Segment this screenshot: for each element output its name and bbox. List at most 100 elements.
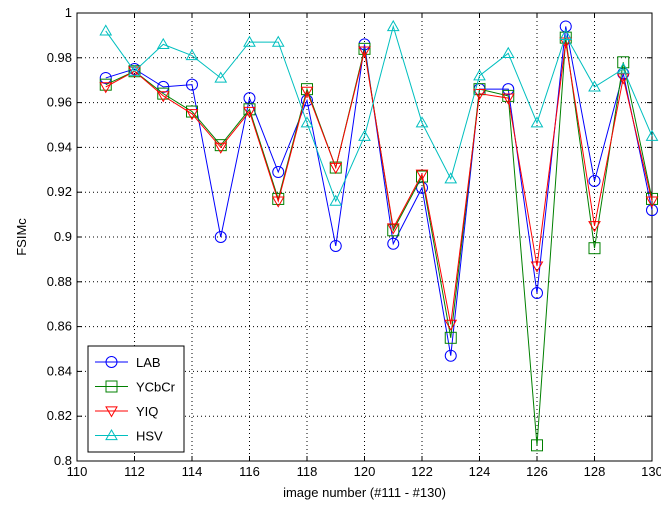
series-line-hsv xyxy=(105,24,653,203)
data-point-hsv xyxy=(214,71,228,83)
data-point-hsv xyxy=(501,46,515,58)
y-tick-label: 1 xyxy=(65,5,72,20)
data-point-ycbcr xyxy=(444,331,457,344)
y-axis-label: FSIMc xyxy=(14,218,29,256)
data-point-ycbcr xyxy=(588,242,601,255)
data-point-hsv xyxy=(358,129,371,141)
data-point-yiq xyxy=(156,91,170,103)
series-line-lab xyxy=(105,26,653,356)
data-point-ycbcr xyxy=(531,439,543,452)
data-point-yiq xyxy=(185,109,199,121)
data-point-hsv xyxy=(559,28,573,41)
data-point-lab xyxy=(272,166,285,179)
legend-marker xyxy=(105,356,118,368)
data-point-ycbcr xyxy=(502,89,515,102)
data-point-lab xyxy=(531,287,543,299)
data-point-hsv xyxy=(588,80,601,92)
x-tick-label: 112 xyxy=(124,464,145,479)
data-point-lab xyxy=(588,175,601,187)
data-point-yiq xyxy=(99,82,113,94)
data-point-yiq xyxy=(300,86,314,98)
legend-label: YIQ xyxy=(136,404,158,419)
y-tick-label: 0.98 xyxy=(47,50,72,65)
x-tick-label: 120 xyxy=(354,464,376,479)
legend-label: YCbCr xyxy=(136,380,176,395)
data-point-yiq xyxy=(128,66,141,78)
legend: LAB YCbCr YIQ HSV xyxy=(87,345,185,453)
series-yiq xyxy=(99,37,659,331)
data-point-lab xyxy=(186,78,198,91)
series-lab xyxy=(99,20,658,362)
x-tick-label: 122 xyxy=(411,464,433,479)
data-point-hsv xyxy=(243,35,256,47)
data-point-yiq xyxy=(271,196,285,208)
data-point-lab xyxy=(387,237,400,250)
data-point-ycbcr xyxy=(99,78,112,91)
x-tick-label: 130 xyxy=(641,464,661,479)
x-tick-label: 110 xyxy=(67,464,88,479)
legend-marker xyxy=(105,406,118,418)
y-tick-label: 0.82 xyxy=(47,408,72,423)
y-tick-label: 0.86 xyxy=(47,319,72,334)
data-point-hsv xyxy=(530,116,544,128)
data-point-yiq xyxy=(415,169,429,181)
data-point-hsv xyxy=(415,116,429,128)
y-tick-label: 0.88 xyxy=(47,274,72,289)
data-point-yiq xyxy=(473,89,486,101)
x-tick-label: 128 xyxy=(584,464,606,479)
x-tick-label: 126 xyxy=(526,464,548,479)
data-point-yiq xyxy=(243,106,256,119)
legend-item-ycbcr: YCbCr xyxy=(95,380,176,395)
data-point-lab xyxy=(444,349,457,362)
legend-marker xyxy=(105,380,118,393)
legend-label: HSV xyxy=(136,429,163,444)
series-layer xyxy=(99,19,659,452)
grid-lines xyxy=(77,13,652,461)
data-point-hsv xyxy=(473,69,486,81)
data-point-yiq xyxy=(588,221,601,233)
data-point-hsv xyxy=(156,37,170,49)
data-point-yiq xyxy=(616,73,630,85)
x-axis-label: image number (#111 - #130) xyxy=(283,485,446,500)
data-point-hsv xyxy=(128,64,141,76)
data-point-yiq xyxy=(444,319,458,331)
series-line-yiq xyxy=(105,42,653,325)
x-tick-label: 124 xyxy=(469,464,491,479)
data-point-hsv xyxy=(185,49,199,61)
data-point-yiq xyxy=(501,93,515,105)
data-point-ycbcr xyxy=(272,192,285,205)
data-point-yiq xyxy=(530,261,544,273)
y-tick-label: 0.9 xyxy=(54,229,72,244)
data-point-yiq xyxy=(329,162,343,175)
data-point-ycbcr xyxy=(387,224,400,237)
data-point-ycbcr xyxy=(416,170,428,183)
data-point-ycbcr xyxy=(646,192,658,205)
x-tick-label: 114 xyxy=(182,464,203,479)
data-point-hsv xyxy=(444,172,458,184)
data-point-hsv xyxy=(99,24,113,36)
legend-item-yiq: YIQ xyxy=(95,404,158,419)
data-point-ycbcr xyxy=(243,103,256,116)
data-point-yiq xyxy=(386,223,400,235)
legend-box xyxy=(87,345,185,453)
y-tick-label: 0.94 xyxy=(47,139,72,154)
data-point-hsv xyxy=(329,194,343,206)
data-point-hsv xyxy=(386,19,400,32)
data-point-lab xyxy=(502,83,515,96)
y-tick-label: 0.84 xyxy=(47,363,72,378)
data-point-hsv xyxy=(616,62,630,74)
data-point-yiq xyxy=(645,196,659,208)
data-point-hsv xyxy=(300,116,314,128)
y-tick-label: 0.96 xyxy=(47,95,72,110)
axis-ticks: 110 112 114 116 118 120 122 124 126 128 130 0.8 0.82… xyxy=(47,5,661,479)
data-point-lab xyxy=(214,231,227,243)
x-tick-label: 118 xyxy=(297,464,318,479)
data-point-ycbcr xyxy=(617,56,630,69)
data-point-hsv xyxy=(271,35,285,47)
legend-item-lab: LAB xyxy=(95,355,161,370)
data-point-yiq xyxy=(358,46,371,58)
data-point-lab xyxy=(157,80,170,93)
data-point-lab xyxy=(329,239,342,252)
data-point-lab xyxy=(99,71,112,84)
